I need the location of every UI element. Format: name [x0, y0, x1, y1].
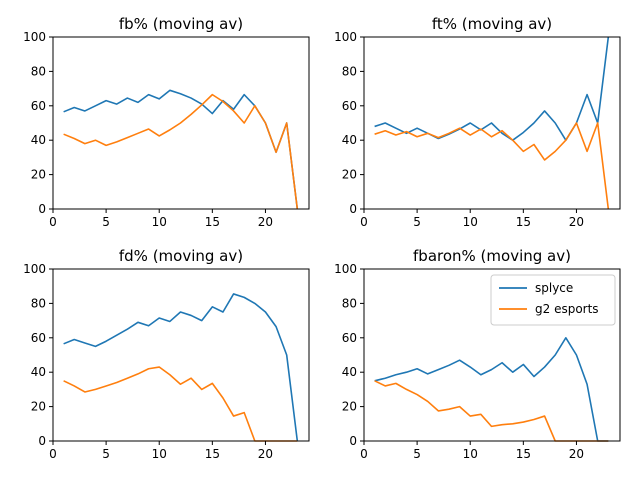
subplot-1: fb% (moving av) 0 5 10 15 20 0 20 40 60 80 100 [23, 15, 310, 229]
y-tick-label: 80 [31, 64, 46, 78]
x-tick-label: 15 [205, 215, 220, 229]
series-line-splyce [374, 36, 610, 141]
chart-title: ft% (moving av) [432, 15, 552, 33]
y-tick-label: 60 [342, 99, 357, 113]
x-tick-label: 20 [258, 447, 273, 461]
x-tick-label: 15 [516, 447, 531, 461]
y-tick-label: 40 [342, 365, 357, 379]
x-tick-label: 10 [463, 447, 478, 461]
y-tick-label: 40 [31, 365, 46, 379]
x-tick-label: 10 [463, 215, 478, 229]
subplot-4: fbaron% (moving av) 0 5 10 15 20 0 20 40 60 80 100 s… [334, 247, 621, 461]
y-tick-label: 40 [31, 133, 46, 147]
x-tick-label: 0 [49, 215, 57, 229]
chart-title: fd% (moving av) [119, 247, 243, 265]
x-tick-label: 15 [205, 447, 220, 461]
y-tick-label: 20 [342, 168, 357, 182]
x-tick-label: 20 [258, 215, 273, 229]
series-line-g2 [63, 366, 298, 442]
x-tick-label: 5 [413, 215, 421, 229]
x-tick-label: 0 [49, 447, 57, 461]
y-tick-label: 20 [31, 168, 46, 182]
y-tick-label: 80 [31, 296, 46, 310]
axes-frame [52, 36, 310, 210]
axes-frame [363, 36, 621, 210]
axes-frame [363, 268, 621, 442]
series-line-g2 [63, 93, 299, 210]
x-tick-label: 10 [152, 215, 167, 229]
series-line-splyce [63, 293, 299, 442]
series-line-g2 [374, 122, 610, 210]
x-tick-label: 0 [360, 447, 368, 461]
x-tick-label: 15 [516, 215, 531, 229]
subplot-3: fd% (moving av) 0 5 10 15 20 0 20 40 60 80 100 [23, 247, 310, 461]
y-tick-label: 60 [31, 99, 46, 113]
legend-label-g2: g2 esports [535, 302, 599, 316]
y-tick-label: 0 [38, 202, 46, 216]
x-tick-label: 5 [102, 215, 110, 229]
y-tick-label: 80 [342, 64, 357, 78]
x-tick-label: 0 [360, 215, 368, 229]
chart-title: fbaron% (moving av) [413, 247, 571, 265]
x-tick-label: 10 [152, 447, 167, 461]
x-tick-label: 5 [413, 447, 421, 461]
y-tick-label: 100 [334, 30, 357, 44]
subplot-2: ft% (moving av) 0 5 10 15 20 0 20 40 60 80 100 [334, 15, 621, 229]
y-tick-label: 100 [23, 262, 46, 276]
x-tick-label: 20 [569, 215, 584, 229]
y-tick-label: 80 [342, 296, 357, 310]
y-tick-label: 0 [38, 434, 46, 448]
y-tick-label: 60 [342, 331, 357, 345]
y-tick-label: 0 [349, 202, 357, 216]
series-line-splyce [374, 336, 609, 442]
y-tick-label: 20 [31, 400, 46, 414]
legend-label-splyce: splyce [535, 281, 573, 295]
y-tick-label: 40 [342, 133, 357, 147]
y-tick-label: 60 [31, 331, 46, 345]
y-tick-label: 100 [23, 30, 46, 44]
x-tick-label: 5 [102, 447, 110, 461]
chart-title: fb% (moving av) [119, 15, 243, 33]
legend: splyce g2 esports [490, 274, 616, 326]
series-line-splyce [63, 89, 299, 210]
y-tick-label: 0 [349, 434, 357, 448]
series-line-g2 [374, 380, 609, 442]
x-tick-label: 20 [569, 447, 584, 461]
y-tick-label: 20 [342, 400, 357, 414]
axes-frame [52, 268, 310, 442]
y-tick-label: 100 [334, 262, 357, 276]
